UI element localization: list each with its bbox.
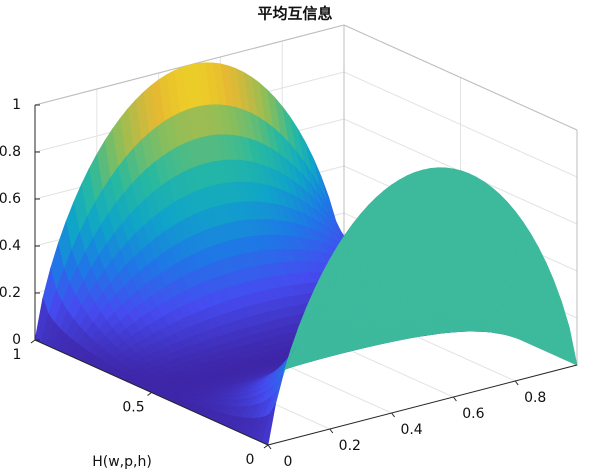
x-tick (391, 412, 396, 418)
box-edge (343, 24, 578, 131)
x-tick (267, 444, 272, 450)
x-tick (514, 380, 519, 386)
z-tick-label: 0.8 (0, 144, 21, 160)
z-tick-label: 0 (12, 332, 21, 348)
z-tick-label: 1 (12, 97, 21, 113)
grid-line (343, 71, 578, 178)
z-tick-label: 0.2 (0, 285, 21, 301)
y-tick (263, 444, 269, 449)
x-tick-label: 0.6 (462, 406, 484, 422)
x-axis (267, 364, 578, 446)
y-tick (30, 339, 36, 344)
x-tick-label: 0 (284, 454, 293, 470)
y-axis-label: H(w,p,h) (92, 454, 152, 470)
surface (34, 62, 578, 446)
x-tick-label: 0.2 (339, 438, 361, 454)
y-tick-label: 1 (13, 347, 22, 363)
y-tick-label: 0 (246, 452, 255, 468)
x-tick (329, 428, 334, 434)
x-tick (452, 396, 457, 402)
chart-title: 平均互信息 (257, 5, 332, 23)
z-tick-label: 0.4 (0, 238, 21, 254)
z-tick-label: 0.6 (0, 191, 21, 207)
x-tick-label: 0.8 (524, 390, 546, 406)
y-tick-label: 0.5 (122, 400, 144, 416)
x-tick-label: 0.4 (400, 422, 422, 438)
y-tick (147, 392, 152, 396)
